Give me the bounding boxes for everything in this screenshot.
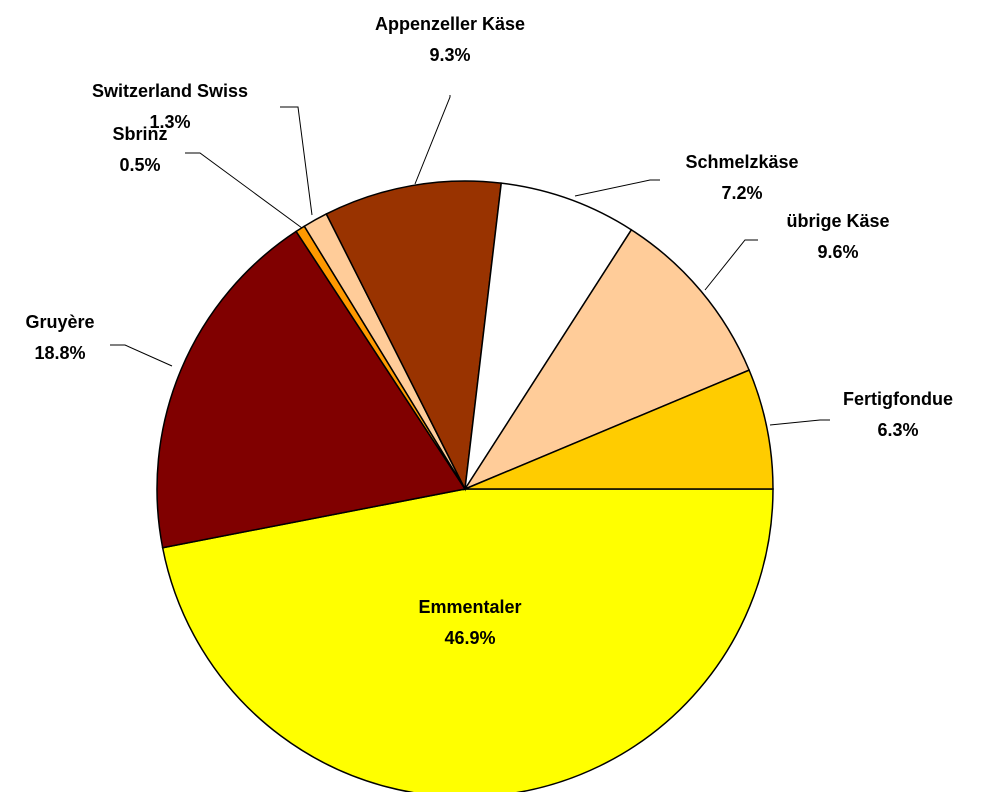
leader-line <box>185 152 303 229</box>
slice-label: Sbrinz <box>112 124 167 144</box>
slice-value-label: 9.6% <box>817 242 858 262</box>
slice-label: Emmentaler <box>418 597 521 617</box>
slice-label: übrige Käse <box>786 211 889 231</box>
slice-label: Switzerland Swiss <box>92 81 248 101</box>
slice-label: Schmelzkäse <box>685 152 798 172</box>
pie-slice <box>464 369 774 490</box>
leader-line <box>574 179 660 197</box>
slice-value-label: 1.3% <box>149 112 190 132</box>
leader-line <box>414 95 451 185</box>
slice-value-label: 46.9% <box>444 628 495 648</box>
slice-label: Appenzeller Käse <box>375 14 525 34</box>
leader-line <box>704 239 758 291</box>
slice-value-label: 9.3% <box>429 45 470 65</box>
slice-value-label: 18.8% <box>34 343 85 363</box>
slice-value-label: 6.3% <box>877 420 918 440</box>
slice-value-label: 0.5% <box>119 155 160 175</box>
pie-slice <box>325 180 503 492</box>
pie-slice <box>464 182 633 490</box>
leader-line <box>280 106 313 216</box>
leader-line <box>110 344 173 367</box>
leader-line <box>769 419 830 426</box>
slice-label: Gruyère <box>25 312 94 332</box>
pie-slice <box>156 230 467 549</box>
slice-label: Fertigfondue <box>843 389 953 409</box>
pie-slice <box>463 228 751 491</box>
slice-value-label: 7.2% <box>721 183 762 203</box>
